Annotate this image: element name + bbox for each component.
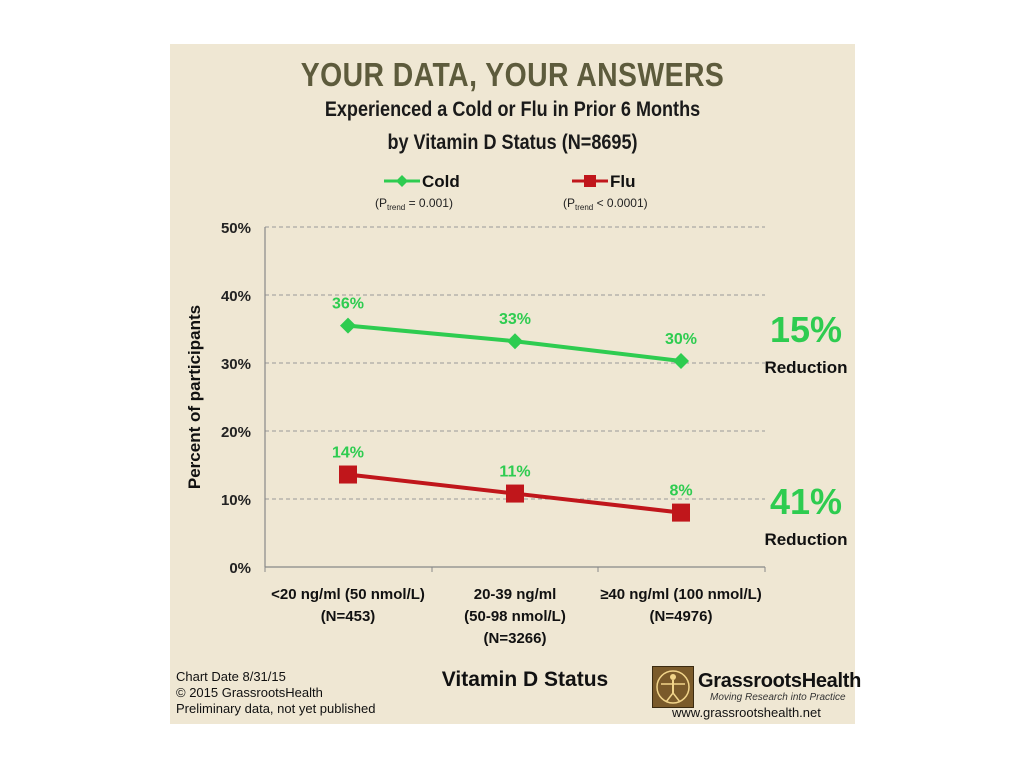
flu-point [506,484,524,503]
y-tick-label: 20% [221,424,251,441]
cold-reduction-label: Reduction [764,358,847,377]
x-axis-label: Vitamin D Status [442,668,608,691]
chart-date: Chart Date 8/31/15 [176,669,286,684]
line-chart: 0% 10% 20% 30% 40% 50% Percent of participants… [185,172,848,691]
cold-point [507,333,523,350]
flu-reduction-label: Reduction [764,530,847,549]
chart-subtitle-line1: Experienced a Cold or Flu in Prior 6 Mon… [324,98,701,121]
y-tick-label: 10% [221,492,251,509]
vitruvian-logo-icon [652,666,694,708]
y-axis-label: Percent of participants [185,305,204,489]
legend-marker-flu [584,175,596,187]
legend-marker-cold [396,175,408,187]
legend-label-cold: Cold [422,172,460,191]
x-tick-label: (50-98 nmol/L) [464,608,566,625]
cold-data-label: 30% [665,331,697,348]
legend-label-flu: Flu [610,172,636,191]
y-tick-label: 40% [221,288,251,305]
cold-reduction-value: 15% [770,309,842,350]
x-tick-label: (N=4976) [650,608,713,625]
x-tick-label: 20-39 ng/ml [474,586,557,603]
flu-data-label: 8% [669,483,692,500]
flu-point [339,465,357,484]
main-title: YOUR DATA, YOUR ANSWERS [300,56,725,93]
cold-point [673,352,689,369]
cold-point [340,317,356,334]
y-tick-label: 30% [221,356,251,373]
flu-point [672,503,690,522]
y-tick-label: 50% [221,220,251,237]
preliminary-note: Preliminary data, not yet published [176,701,376,716]
chart-panel: YOUR DATA, YOUR ANSWERS Experienced a Co… [170,44,861,724]
flu-reduction-value: 41% [770,481,842,522]
y-tick-label: 0% [229,560,251,577]
legend-p-trend-cold: (Ptrend = 0.001) [375,196,453,212]
x-tick-label: <20 ng/ml (50 nmol/L) [271,586,425,603]
flu-data-label: 14% [332,445,364,462]
copyright: © 2015 GrassrootsHealth [176,685,323,700]
legend-p-trend-flu: (Ptrend < 0.0001) [563,196,648,212]
logo-tagline: Moving Research into Practice [710,692,846,703]
x-tick-label: ≥40 ng/ml (100 nmol/L) [600,586,762,603]
x-tick-label: (N=453) [321,608,376,625]
website-link[interactable]: www.grassrootshealth.net [672,705,821,720]
flu-data-label: 11% [499,464,530,481]
cold-data-label: 36% [332,296,364,313]
x-tick-label: (N=3266) [484,630,547,647]
cold-data-label: 33% [499,311,531,328]
logo-name: GrassrootsHealth [698,670,862,692]
chart-subtitle-line2: by Vitamin D Status (N=8695) [387,131,638,154]
